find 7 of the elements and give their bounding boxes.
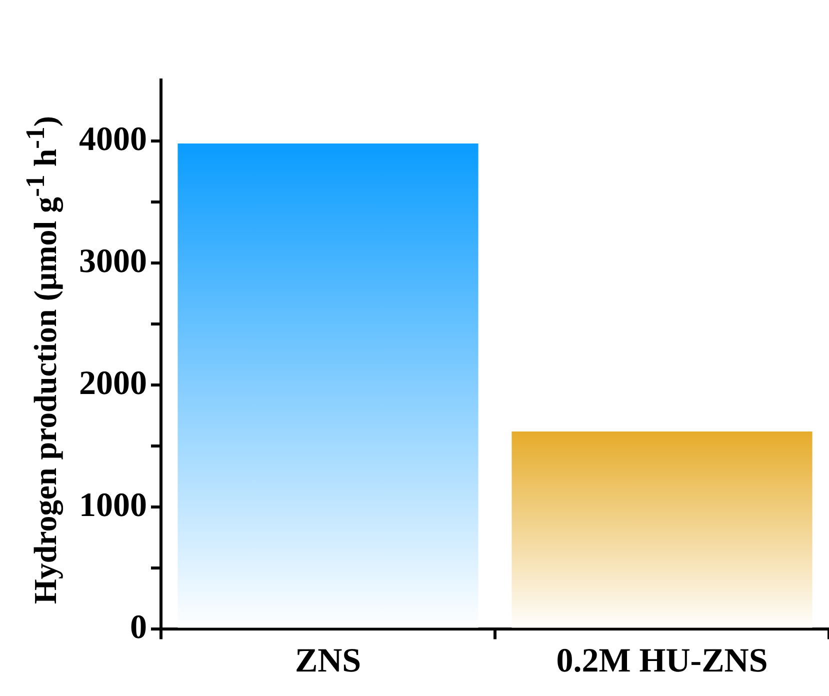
x-tick-label: 0.2M HU-ZNS (556, 642, 768, 680)
y-tick-label: 4000 (79, 120, 147, 158)
y-tick-label: 3000 (79, 242, 147, 280)
x-tick-label: ZNS (294, 642, 362, 680)
y-tick-label: 1000 (79, 486, 147, 524)
y-tick-label: 2000 (79, 364, 147, 402)
y-tick-label: 0 (130, 608, 147, 646)
